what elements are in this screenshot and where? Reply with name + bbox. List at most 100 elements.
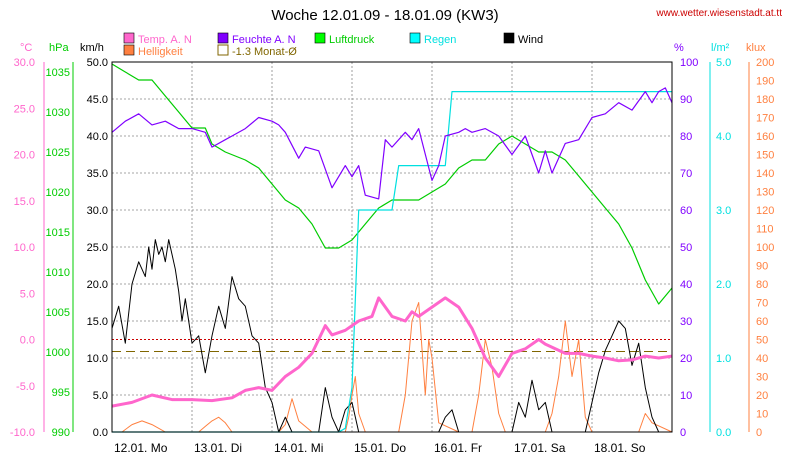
series-line-temp: [111, 296, 673, 408]
website-label: www.wetter.wiesenstadt.at.tt: [655, 8, 782, 19]
lux-tick-label: 0: [756, 427, 762, 439]
series-line-wind: [111, 239, 672, 433]
lux-tick-label: 70: [756, 298, 768, 310]
temp-tick-label: 25.0: [14, 103, 35, 115]
x-tick-label: 14.01. Mi: [274, 441, 323, 455]
temp-unit-label: °C: [20, 42, 32, 54]
humidity-tick-label: 10: [680, 390, 692, 402]
legend-label-feuchte: Feuchte A. N: [232, 34, 296, 46]
humidity-tick-label: 20: [680, 353, 692, 365]
pressure-tick-label: 1000: [46, 347, 70, 359]
series-line-lux: [112, 302, 673, 433]
legend-label-wind: Wind: [518, 34, 543, 46]
lux-tick-label: 30: [756, 372, 768, 384]
wind-tick-label: 40.0: [87, 131, 108, 143]
legend-label-regen: Regen: [424, 34, 456, 46]
temp-tick-label: 15.0: [14, 196, 35, 208]
rain-tick-label: 3.0: [716, 205, 731, 217]
humidity-tick-label: 30: [680, 316, 692, 328]
rain-tick-label: 1.0: [716, 353, 731, 365]
wind-tick-label: 20.0: [87, 279, 108, 291]
rain-tick-label: 0.0: [716, 427, 731, 439]
pressure-tick-label: 1005: [46, 307, 70, 319]
wind-tick-label: 5.0: [93, 390, 108, 402]
lux-tick-label: 80: [756, 279, 768, 291]
lux-tick-label: 60: [756, 316, 768, 328]
lux-tick-label: 120: [756, 205, 774, 217]
x-tick-label: 17.01. Sa: [514, 441, 566, 455]
lux-tick-label: 100: [756, 242, 774, 254]
x-axis-labels: 12.01. Mo 13.01. Di 14.01. Mi 15.01. Do 16.0…: [114, 441, 646, 455]
legend-label-temp: Temp. A. N: [138, 34, 192, 46]
temp-tick-label: -10.0: [10, 427, 35, 439]
pressure-tick-label: 1030: [46, 107, 70, 119]
temp-tick-label: -5.0: [16, 381, 35, 393]
humidity-tick-label: 50: [680, 242, 692, 254]
humidity-tick-label: 0: [680, 427, 686, 439]
legend-item-helligkeit: Helligkeit: [123, 44, 183, 58]
humidity-tick-label: 100: [680, 57, 698, 69]
lux-tick-label: 150: [756, 150, 774, 162]
x-tick-label: 18.01. So: [594, 441, 646, 455]
temp-tick-label: 10.0: [14, 242, 35, 254]
pressure-tick-label: 995: [52, 387, 70, 399]
series-line-pressure: [111, 63, 673, 305]
pressure-tick-label: 990: [52, 427, 70, 439]
lux-tick-label: 170: [756, 113, 774, 125]
series-line-humidity: [111, 87, 673, 200]
legend-item-temp: Temp. A. N: [123, 32, 192, 46]
x-tick-label: 12.01. Mo: [114, 441, 168, 455]
legend: Temp. A. N Helligkeit Feuchte A. N -1.3 …: [123, 32, 543, 58]
legend-label-luftdruck: Luftdruck: [329, 34, 375, 46]
chart-title: Woche 12.01.09 - 18.01.09 (KW3): [271, 7, 498, 24]
lux-tick-label: 110: [756, 224, 774, 236]
humidity-tick-label: 90: [680, 94, 692, 106]
series-line-rain: [112, 90, 672, 433]
lux-tick-label: 130: [756, 187, 774, 199]
legend-item-regen: Regen: [409, 32, 456, 46]
x-tick-label: 13.01. Di: [194, 441, 242, 455]
legend-label-avg: -1.3 Monat-Ø: [232, 46, 297, 58]
wind-tick-label: 15.0: [87, 316, 108, 328]
plot-frame: [111, 61, 673, 433]
temp-tick-label: 5.0: [20, 288, 35, 300]
wind-tick-label: 50.0: [87, 57, 108, 69]
lux-tick-label: 40: [756, 353, 768, 365]
rain-unit-label: l/m²: [711, 42, 730, 54]
rain-tick-label: 5.0: [716, 57, 731, 69]
grid: [112, 62, 672, 432]
pressure-tick-label: 1010: [46, 267, 70, 279]
humidity-unit-label: %: [674, 42, 684, 54]
legend-label-helligkeit: Helligkeit: [138, 46, 183, 58]
pressure-tick-label: 1025: [46, 147, 70, 159]
lux-tick-label: 200: [756, 57, 774, 69]
wind-tick-label: 45.0: [87, 94, 108, 106]
wind-tick-label: 0.0: [93, 427, 108, 439]
legend-item-feuchte: Feuchte A. N: [217, 32, 296, 46]
rain-tick-label: 4.0: [716, 131, 731, 143]
pressure-tick-label: 1015: [46, 227, 70, 239]
lux-tick-label: 10: [756, 409, 768, 421]
legend-item-wind: Wind: [503, 32, 543, 46]
x-tick-label: 15.01. Do: [354, 441, 406, 455]
right-axes: 10090807060504030201005.04.03.02.01.00.0…: [680, 57, 774, 439]
humidity-tick-label: 60: [680, 205, 692, 217]
humidity-tick-label: 80: [680, 131, 692, 143]
legend-item-avg: -1.3 Monat-Ø: [217, 44, 297, 58]
pressure-tick-label: 1035: [46, 67, 70, 79]
lux-tick-label: 90: [756, 261, 768, 273]
lux-tick-label: 50: [756, 335, 768, 347]
lux-tick-label: 180: [756, 94, 774, 106]
humidity-tick-label: 70: [680, 168, 692, 180]
wind-tick-label: 10.0: [87, 353, 108, 365]
wind-tick-label: 30.0: [87, 205, 108, 217]
wind-tick-label: 25.0: [87, 242, 108, 254]
lux-tick-label: 20: [756, 390, 768, 402]
temp-tick-label: 20.0: [14, 150, 35, 162]
x-tick-label: 16.01. Fr: [434, 441, 482, 455]
lux-tick-label: 190: [756, 76, 774, 88]
humidity-tick-label: 40: [680, 279, 692, 291]
lux-unit-label: klux: [746, 42, 766, 54]
left-axes: 30.0 25.0 20.0 15.0 10.0 5.0 0.0 -5.0 -10.0 1035 1…: [10, 57, 108, 439]
